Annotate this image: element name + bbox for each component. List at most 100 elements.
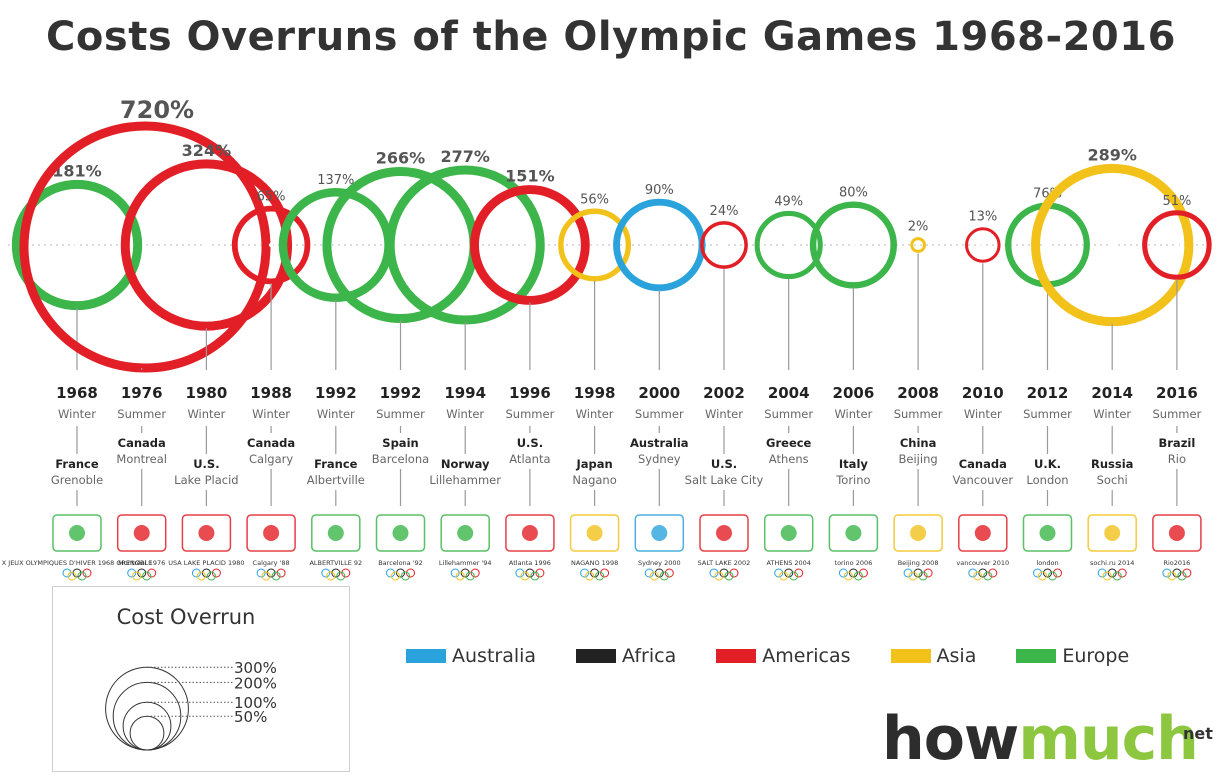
olympic-ring bbox=[206, 571, 216, 581]
olympic-ring bbox=[774, 568, 784, 578]
city-label: Calgary bbox=[249, 452, 293, 466]
percent-label: 324% bbox=[182, 141, 231, 160]
olympic-ring bbox=[659, 571, 669, 581]
olympic-ring bbox=[978, 568, 988, 578]
legend-label: Europe bbox=[1062, 645, 1130, 667]
logo-caption: SALT LAKE 2002 bbox=[698, 559, 751, 567]
country-label: U.S. bbox=[193, 457, 219, 471]
legend-swatch-africa bbox=[576, 649, 617, 663]
logo-mark bbox=[198, 525, 215, 541]
olympic-ring bbox=[580, 568, 590, 578]
year-label: 1996 bbox=[509, 384, 551, 402]
olympic-ring bbox=[848, 568, 858, 578]
year-label: 2002 bbox=[703, 384, 745, 402]
olympic-ring bbox=[331, 568, 341, 578]
legend-item-australia: Australia bbox=[406, 644, 536, 668]
bubble-center-dot bbox=[980, 242, 985, 248]
bubble-center-dot bbox=[74, 242, 80, 248]
bubble-center-dot bbox=[1174, 242, 1180, 248]
logo-mark bbox=[392, 525, 409, 541]
olympic-ring bbox=[1102, 571, 1112, 581]
city-label: Sochi bbox=[1097, 473, 1128, 487]
olympic-ring bbox=[132, 571, 142, 581]
olympic-ring bbox=[191, 568, 201, 578]
country-label: Russia bbox=[1091, 457, 1133, 471]
season-label: Winter bbox=[834, 407, 872, 421]
olympic-ring bbox=[714, 571, 724, 581]
size-legend-title: Cost Overrun bbox=[116, 605, 256, 629]
logo-emblem bbox=[958, 514, 1008, 552]
chart-title: Costs Overruns of the Olympic Games 1968… bbox=[46, 14, 1176, 60]
logo-caption: sochi.ru 2014 bbox=[1090, 559, 1134, 567]
brand-much: much bbox=[1018, 704, 1199, 774]
country-label: Japan bbox=[575, 457, 612, 471]
overrun-bubble bbox=[385, 165, 545, 325]
year-label: 1994 bbox=[444, 384, 486, 402]
logo-mark bbox=[586, 525, 603, 541]
city-label: Torino bbox=[835, 473, 870, 487]
bubble-center-dot bbox=[1110, 242, 1115, 248]
olympic-ring bbox=[530, 571, 540, 581]
legend-item-africa: Africa bbox=[576, 644, 676, 668]
country-label: Greece bbox=[766, 436, 812, 450]
size-legend-label: 300% bbox=[234, 659, 277, 677]
country-label: Norway bbox=[441, 457, 490, 471]
percent-label: 289% bbox=[1087, 145, 1136, 164]
olympic-ring bbox=[1177, 571, 1187, 581]
logo-emblem bbox=[1152, 514, 1202, 552]
bubble-center-dot bbox=[398, 242, 403, 248]
olympic-ring bbox=[923, 568, 933, 578]
olympic-ring bbox=[256, 568, 266, 578]
city-label: Atlanta bbox=[509, 452, 550, 466]
olympic-ring bbox=[196, 571, 206, 581]
legend-item-asia: Asia bbox=[890, 644, 976, 668]
olympic-ring bbox=[1162, 568, 1172, 578]
bubble-center-dot bbox=[592, 242, 597, 248]
overrun-bubble bbox=[1142, 210, 1212, 280]
logo-mark bbox=[780, 525, 797, 541]
bubble-center-dot bbox=[463, 242, 468, 248]
bubble-center-dot bbox=[204, 242, 209, 248]
olympic-ring bbox=[1112, 571, 1122, 581]
olympic-ring bbox=[600, 568, 610, 578]
year-label: 2000 bbox=[638, 384, 680, 402]
logo-emblem bbox=[1087, 514, 1137, 552]
overrun-bubble bbox=[120, 159, 293, 331]
year-label: 1992 bbox=[380, 384, 422, 402]
bubble-center-dot bbox=[142, 244, 148, 250]
olympic-ring bbox=[396, 568, 405, 578]
olympic-ring bbox=[271, 571, 281, 581]
olympic-ring bbox=[261, 571, 271, 581]
logo-emblem bbox=[569, 514, 620, 552]
brand-logo: howmuch bbox=[882, 704, 1199, 774]
city-label: Grenoble bbox=[51, 473, 103, 487]
olympic-ring bbox=[664, 568, 674, 578]
logo-caption: Sydney 2000 bbox=[638, 559, 681, 567]
olympic-ring bbox=[1033, 568, 1042, 578]
logo-emblem bbox=[52, 514, 102, 552]
year-label: 2012 bbox=[1027, 384, 1069, 402]
year-label: 2008 bbox=[897, 384, 939, 402]
logo-mark bbox=[845, 525, 862, 541]
season-label: Winter bbox=[58, 407, 96, 421]
olympic-ring bbox=[455, 571, 465, 581]
overrun-bubble bbox=[1031, 163, 1194, 327]
size-legend-label: 200% bbox=[234, 674, 277, 692]
percent-label: 720% bbox=[120, 96, 194, 124]
logo-mark bbox=[1104, 525, 1121, 541]
percent-label: 137% bbox=[317, 173, 354, 188]
country-label: Brazil bbox=[1159, 436, 1196, 450]
olympic-ring bbox=[858, 568, 868, 578]
overrun-bubble bbox=[700, 221, 748, 269]
percent-label: 65% bbox=[257, 190, 286, 205]
logo-emblem bbox=[246, 514, 296, 552]
city-label: Vancouver bbox=[953, 473, 1014, 487]
olympic-ring bbox=[1043, 568, 1052, 578]
percent-label: 90% bbox=[645, 183, 674, 198]
logo-emblem bbox=[505, 514, 555, 552]
year-label: 1992 bbox=[315, 384, 357, 402]
olympic-ring bbox=[983, 571, 993, 581]
olympic-ring bbox=[908, 571, 918, 581]
olympic-ring bbox=[595, 571, 605, 581]
season-label: Summer bbox=[894, 407, 943, 421]
